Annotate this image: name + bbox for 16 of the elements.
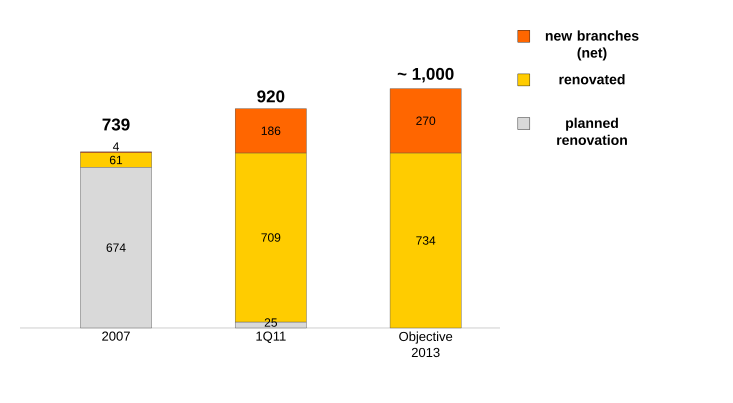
- legend-label: new branches (net): [546, 30, 638, 60]
- x-tick-label: 1Q11: [256, 332, 286, 344]
- data-label: 709: [261, 233, 280, 242]
- total-label: 739: [102, 118, 130, 131]
- x-tick-label: 2007: [102, 332, 130, 341]
- x-tick-label: Objective 2013: [399, 332, 452, 358]
- data-label: 734: [416, 236, 436, 245]
- text: planned renovation: [557, 118, 627, 146]
- legend-label: renovated: [559, 74, 625, 84]
- total-label: 920: [257, 90, 284, 102]
- data-label: 4: [112, 142, 119, 151]
- annotation: ~ 1,000: [398, 68, 454, 82]
- data-label: 61: [110, 156, 122, 164]
- data-label: 674: [106, 243, 126, 252]
- data-label: 270: [416, 116, 436, 126]
- data-label: 186: [262, 126, 280, 136]
